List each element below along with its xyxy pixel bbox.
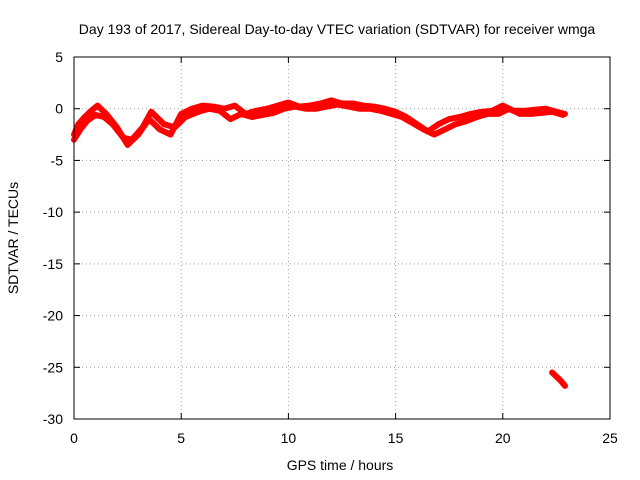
- data-point-trace-a: [275, 103, 280, 108]
- data-point-trace-a: [189, 106, 195, 111]
- y-tick-label: 0: [55, 101, 63, 117]
- data-point-trace-a: [457, 114, 463, 120]
- data-point-trace-b: [110, 122, 115, 127]
- y-axis-label: SDTVAR / TECUs: [5, 182, 21, 294]
- data-point-trace-b: [539, 110, 544, 116]
- data-point-trace-b: [335, 102, 340, 107]
- data-point-trace-b: [93, 112, 98, 118]
- data-point-trace-a: [179, 111, 184, 117]
- data-point-trace-b: [517, 111, 523, 117]
- data-point-trace-b: [453, 122, 458, 127]
- data-point-trace-a: [125, 142, 130, 148]
- data-point-trace-b: [346, 104, 351, 109]
- y-tick-label: -25: [43, 359, 63, 375]
- data-point-trace-a: [168, 132, 173, 137]
- data-point-trace-b: [528, 111, 533, 117]
- data-point-trace-b: [260, 112, 265, 118]
- data-point-trace-a: [254, 108, 259, 114]
- data-point-trace-b: [464, 118, 469, 124]
- data-point-trace-b: [410, 121, 415, 126]
- y-tick-label: -5: [51, 152, 64, 168]
- data-point-trace-b: [549, 109, 555, 115]
- data-point-trace-b: [432, 132, 437, 137]
- data-point-trace-b: [442, 127, 448, 132]
- data-point-trace-b: [507, 106, 512, 111]
- data-point-trace-b: [149, 109, 154, 115]
- data-point-trace-b: [228, 116, 233, 122]
- data-point-trace-b: [560, 112, 565, 118]
- data-point-trace-b: [314, 106, 319, 111]
- data-point-trace-b: [474, 114, 480, 120]
- data-point-trace-a: [89, 108, 94, 114]
- y-tick-label: -30: [43, 411, 63, 427]
- x-tick-label: 20: [495, 430, 511, 446]
- data-point-trace-a: [500, 103, 505, 108]
- plot-frame: [73, 56, 611, 420]
- data-point-trace-c: [558, 378, 563, 383]
- y-tick-label: -10: [43, 204, 63, 220]
- data-point-trace-b: [281, 106, 287, 111]
- x-tick-label: 5: [177, 430, 185, 446]
- grid-lines: [74, 57, 610, 419]
- data-point-trace-a: [82, 114, 87, 120]
- data-point-trace-b: [206, 106, 212, 111]
- x-tick-label: 15: [388, 430, 404, 446]
- data-point-trace-a: [468, 111, 473, 117]
- data-point-trace-b: [78, 127, 83, 132]
- data-point-trace-b: [172, 125, 177, 130]
- data-point-trace-a: [157, 127, 162, 132]
- series-line-trace-c: [549, 369, 568, 389]
- data-point-trace-a: [447, 116, 452, 122]
- data-point-trace-b: [485, 111, 490, 117]
- x-tick-label: 10: [281, 430, 297, 446]
- data-point-trace-b: [129, 137, 135, 142]
- data-series: [71, 97, 568, 389]
- data-point-trace-a: [264, 106, 270, 111]
- data-point-trace-b: [183, 114, 188, 120]
- y-tick-label: -15: [43, 256, 63, 272]
- data-point-trace-c: [549, 370, 555, 375]
- data-point-trace-b: [303, 106, 308, 111]
- data-point-trace-b: [378, 108, 383, 114]
- data-point-trace-b: [217, 108, 222, 114]
- data-point-trace-a: [286, 100, 291, 105]
- data-point-trace-b: [292, 104, 297, 109]
- data-point-trace-b: [399, 114, 405, 120]
- data-point-trace-b: [421, 127, 426, 132]
- data-point-trace-c: [554, 374, 559, 379]
- data-point-trace-c: [562, 383, 568, 389]
- data-point-trace-b: [271, 110, 276, 116]
- y-tick-label: -20: [43, 308, 63, 324]
- data-point-trace-b: [324, 104, 330, 109]
- data-point-trace-b: [161, 122, 167, 127]
- data-point-trace-b: [357, 106, 362, 111]
- x-tick-label: 25: [602, 430, 618, 446]
- data-point-trace-a: [232, 103, 237, 108]
- data-point-trace-a: [200, 103, 205, 108]
- data-point-trace-b: [249, 114, 255, 120]
- data-point-trace-a: [329, 98, 334, 103]
- data-point-trace-b: [140, 125, 145, 130]
- chart-title: Day 193 of 2017, Sidereal Day-to-day VTE…: [79, 21, 596, 37]
- data-point-trace-b: [496, 111, 501, 117]
- data-point-trace-b: [101, 114, 107, 120]
- data-point-trace-b: [239, 111, 244, 117]
- data-point-trace-a: [76, 122, 81, 127]
- data-point-trace-b: [84, 118, 90, 124]
- data-point-trace-a: [436, 122, 441, 127]
- data-point-trace-a: [95, 103, 100, 108]
- x-axis-label: GPS time / hours: [287, 457, 394, 473]
- data-point-trace-b: [367, 106, 373, 111]
- y-tick-label: 5: [55, 49, 63, 65]
- x-tick-label: 0: [70, 430, 78, 446]
- data-point-trace-b: [196, 109, 201, 115]
- data-point-trace-b: [389, 111, 394, 117]
- axis-ticks: 0 5 10 15 20 25 5 0 -5 -10 -15 -20 -25 -30: [43, 49, 618, 446]
- data-point-trace-b: [121, 135, 126, 140]
